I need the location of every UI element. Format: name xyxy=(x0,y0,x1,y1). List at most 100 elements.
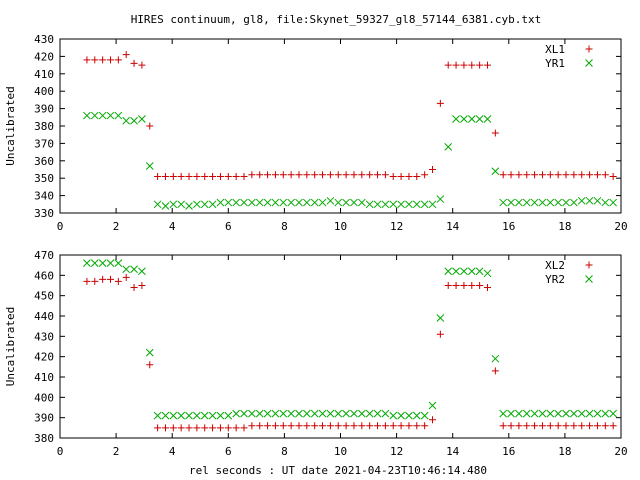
data-point xyxy=(303,422,311,430)
data-point xyxy=(177,200,186,209)
data-point xyxy=(586,171,594,179)
data-point xyxy=(200,200,209,209)
data-point xyxy=(499,422,507,430)
data-point xyxy=(562,198,570,207)
x-tick-label: 2 xyxy=(113,445,120,458)
data-point xyxy=(177,172,185,180)
data-point xyxy=(224,424,232,432)
data-point xyxy=(342,422,350,430)
y-tick-label: 390 xyxy=(34,103,54,116)
data-point xyxy=(531,171,539,179)
data-point xyxy=(248,198,256,207)
data-point xyxy=(185,202,193,210)
data-point xyxy=(593,171,601,179)
data-point xyxy=(515,171,523,179)
data-point xyxy=(146,122,154,130)
data-point xyxy=(578,171,586,179)
data-point xyxy=(554,171,562,179)
data-point xyxy=(302,409,311,418)
data-point xyxy=(138,61,146,69)
data-point xyxy=(311,422,319,430)
data-point xyxy=(444,267,453,276)
data-point xyxy=(319,422,327,430)
data-point xyxy=(161,202,170,210)
data-point xyxy=(319,171,327,179)
data-point xyxy=(303,171,311,179)
data-point xyxy=(169,200,178,209)
data-point xyxy=(287,198,295,207)
data-point xyxy=(83,56,91,64)
data-point xyxy=(357,409,366,418)
data-point xyxy=(106,111,115,120)
data-point xyxy=(460,115,468,123)
data-point xyxy=(201,424,209,432)
y-tick-label: 380 xyxy=(34,432,54,445)
data-point xyxy=(302,198,311,207)
data-point xyxy=(460,282,468,289)
y-tick-label: 400 xyxy=(34,391,54,404)
data-point xyxy=(397,172,405,180)
data-point xyxy=(311,171,319,179)
data-point xyxy=(138,115,146,123)
data-point xyxy=(405,422,413,430)
data-point xyxy=(483,284,491,292)
data-point xyxy=(609,409,617,418)
y-tick-label: 370 xyxy=(34,137,54,150)
data-point xyxy=(232,424,240,432)
data-point xyxy=(467,267,476,276)
data-point xyxy=(153,200,162,209)
x-tick-label: 6 xyxy=(225,220,232,233)
y-tick-label: 350 xyxy=(34,172,54,185)
data-point xyxy=(138,267,146,276)
legend-label: YR1 xyxy=(545,57,565,70)
data-point xyxy=(475,267,484,276)
data-point xyxy=(531,422,539,430)
data-point xyxy=(326,171,334,179)
data-point xyxy=(601,171,609,179)
y-tick-label: 330 xyxy=(34,207,54,220)
data-point xyxy=(216,198,225,207)
data-point xyxy=(169,424,177,432)
data-point xyxy=(421,171,429,179)
x-tick-label: 10 xyxy=(334,220,347,233)
data-point xyxy=(365,409,374,418)
x-tick-label: 8 xyxy=(281,445,288,458)
data-point xyxy=(491,367,499,375)
data-point xyxy=(507,171,515,179)
data-point xyxy=(475,115,484,123)
data-point xyxy=(554,198,563,207)
data-point xyxy=(224,198,233,207)
data-point xyxy=(106,275,114,283)
data-point xyxy=(507,422,515,430)
data-point xyxy=(515,409,523,418)
data-point xyxy=(216,411,225,420)
data-point xyxy=(491,167,500,176)
data-point xyxy=(570,409,578,418)
data-point xyxy=(452,267,460,276)
data-point xyxy=(467,115,476,123)
data-point xyxy=(98,259,107,267)
data-point xyxy=(483,269,492,278)
data-point xyxy=(334,198,343,207)
data-point xyxy=(161,424,169,432)
data-point xyxy=(444,282,452,289)
data-point xyxy=(224,411,233,420)
data-point xyxy=(515,198,523,207)
data-point xyxy=(397,200,405,209)
data-point xyxy=(585,196,594,205)
data-point xyxy=(483,61,491,69)
data-point xyxy=(428,200,437,209)
x-tick-label: 4 xyxy=(169,445,176,458)
data-point xyxy=(374,422,382,430)
data-point xyxy=(468,282,476,289)
data-point xyxy=(420,411,429,420)
data-point xyxy=(381,409,390,418)
data-point xyxy=(412,411,421,420)
y-tick-label: 460 xyxy=(34,269,54,282)
data-point xyxy=(436,195,445,203)
data-point xyxy=(271,171,279,179)
data-point xyxy=(216,424,224,432)
data-point xyxy=(122,51,130,59)
data-point xyxy=(476,282,484,289)
data-point xyxy=(83,259,91,267)
